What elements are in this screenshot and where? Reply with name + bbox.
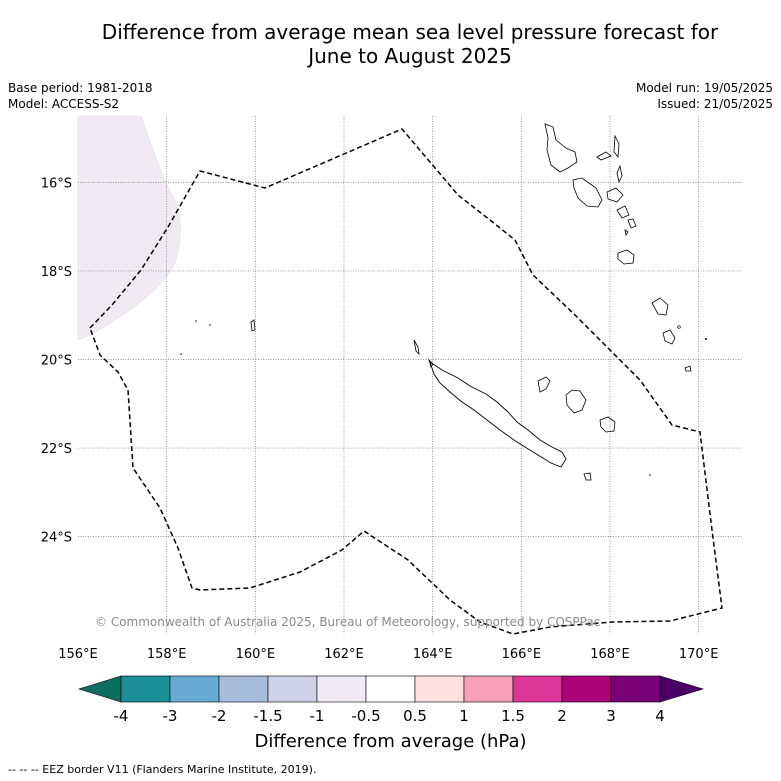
colorbar-segment: [414, 675, 465, 703]
islet-g: [705, 338, 707, 340]
colorbar-tick: 3: [606, 707, 616, 725]
pentecost-island: [616, 164, 623, 184]
espiritu-santo-island: [544, 123, 578, 173]
lat-tick-label: 24°S: [41, 531, 72, 546]
colorbar-segment: [218, 675, 269, 703]
malekula-island: [572, 177, 603, 208]
colorbar-tick: -4: [114, 707, 129, 725]
title-line-1: Difference from average mean sea level p…: [101, 20, 719, 44]
colorbar-tick: -1.5: [253, 707, 282, 725]
islet-belep: [413, 339, 420, 356]
eez-border: [89, 128, 723, 635]
latitude-tick-labels: 16°S 18°S 20°S 22°S 24°S: [41, 176, 72, 545]
colorbar-label: Difference from average (hPa): [254, 731, 527, 752]
colorbar-tick: 2: [557, 707, 567, 725]
colorbar-segment: [169, 675, 220, 703]
colorbar-segment: [561, 675, 612, 703]
islet-north: [428, 358, 434, 368]
colorbar-tick: -2: [212, 707, 227, 725]
colorbar-segment: [120, 675, 171, 703]
maewo-island: [613, 134, 620, 159]
colorbar-segment: [610, 675, 661, 703]
epi-island: [616, 205, 630, 219]
colorbar-tick: -1: [310, 707, 325, 725]
lon-tick-label: 166°E: [502, 647, 542, 662]
copyright-text: © Commonwealth of Australia 2025, Bureau…: [95, 615, 600, 629]
islet-d: [649, 474, 651, 476]
colorbar-tick: 4: [655, 707, 665, 725]
lat-tick-label: 16°S: [41, 176, 72, 191]
colorbar-tick: 1: [459, 707, 469, 725]
ouvea-island: [537, 376, 551, 393]
lon-tick-label: 162°E: [324, 647, 364, 662]
tanna-island: [662, 329, 676, 345]
meta-right: Model run: 19/05/2025 Issued: 21/05/2025: [636, 80, 773, 112]
ambrym-island: [606, 187, 624, 203]
islet-b: [209, 324, 211, 326]
colorbar: [77, 675, 705, 703]
islet-a: [195, 320, 197, 322]
colorbar-segment: [365, 675, 416, 703]
ambae-island: [596, 151, 612, 161]
lon-tick-label: 160°E: [236, 647, 276, 662]
erromango-island: [651, 297, 669, 316]
isle-of-pines: [583, 472, 592, 481]
lon-tick-label: 168°E: [590, 647, 630, 662]
colorbar-under-arrow: [77, 675, 122, 703]
colorbar-tick: 0.5: [403, 707, 427, 725]
chart-title: Difference from average mean sea level p…: [40, 20, 780, 68]
colorbar-tick-labels: -4 -3 -2 -1.5 -1 -0.5 0.5 1 1.5 2 3 4: [114, 707, 665, 725]
colorbar-segment: [267, 675, 318, 703]
shepherd-islands: [627, 218, 637, 229]
base-period: Base period: 1981-2018: [8, 81, 153, 95]
lifou-island: [565, 389, 587, 414]
anomaly-shading: [77, 115, 181, 341]
colorbar-over-arrow: [659, 675, 705, 703]
eez-footnote: -- -- -- EEZ border V11 (Flanders Marine…: [8, 763, 317, 776]
chesterfield-islet: [250, 319, 256, 332]
colorbar-segment: [463, 675, 514, 703]
issued-date: Issued: 21/05/2025: [657, 97, 773, 111]
colorbar-tick: -3: [163, 707, 178, 725]
lon-tick-label: 164°E: [413, 647, 453, 662]
aneityum-island: [684, 365, 692, 372]
mare-island: [599, 416, 616, 433]
title-line-2: June to August 2025: [308, 44, 512, 68]
colorbar-tick: -0.5: [351, 707, 380, 725]
lon-tick-label: 170°E: [679, 647, 719, 662]
islet-c: [180, 353, 182, 355]
lat-tick-label: 20°S: [41, 354, 72, 369]
map-panel: © Commonwealth of Australia 2025, Bureau…: [77, 115, 743, 635]
lon-tick-label: 158°E: [147, 647, 187, 662]
islet-f: [677, 325, 681, 329]
efate-island: [617, 249, 635, 265]
colorbar-segment: [512, 675, 563, 703]
colorbar-segment: [316, 675, 367, 703]
meta-left: Base period: 1981-2018 Model: ACCESS-S2: [8, 80, 153, 112]
lon-tick-label: 156°E: [58, 647, 98, 662]
new-caledonia-island: [429, 360, 567, 468]
islet-e: [624, 229, 629, 237]
gridlines: [78, 116, 743, 634]
model-run: Model run: 19/05/2025: [635, 81, 773, 95]
lat-tick-label: 22°S: [41, 442, 72, 457]
lat-tick-label: 18°S: [41, 265, 72, 280]
colorbar-tick: 1.5: [501, 707, 525, 725]
longitude-tick-labels: 156°E 158°E 160°E 162°E 164°E 166°E 168°E 170°E: [58, 647, 718, 662]
map-background: [78, 116, 743, 634]
model-name: Model: ACCESS-S2: [8, 97, 120, 111]
